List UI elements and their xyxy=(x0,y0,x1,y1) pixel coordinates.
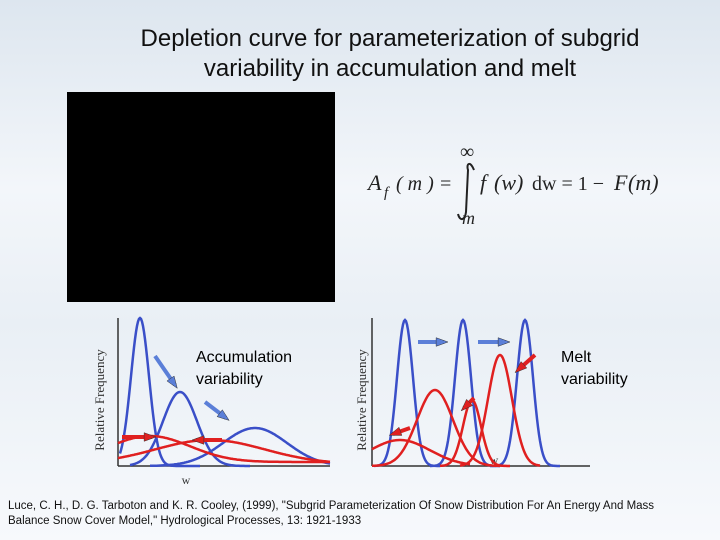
curve xyxy=(459,353,541,467)
eq-part: (m) xyxy=(628,170,659,195)
plot-label: variability xyxy=(196,371,263,388)
eq-part: A xyxy=(366,170,382,195)
title-line: Depletion curve for parameterization of … xyxy=(141,25,640,52)
curve xyxy=(490,318,560,468)
black-image xyxy=(67,92,335,302)
citation: Luce, C. H., D. G. Tarboton and K. R. Co… xyxy=(8,500,654,512)
arrow-head xyxy=(460,398,474,412)
eq-part: (w) xyxy=(494,170,523,195)
plot-label: Accumulation xyxy=(196,349,292,366)
arrow-head xyxy=(497,337,511,347)
arrow-head xyxy=(514,361,528,374)
curve xyxy=(150,426,331,468)
arrow-head xyxy=(143,432,157,442)
eq-part: F xyxy=(613,170,628,195)
axis-label: w xyxy=(182,473,191,487)
arrow-head xyxy=(191,435,205,445)
axis-label: Relative Frequency xyxy=(92,349,107,451)
eq-part: f xyxy=(480,170,489,195)
curve xyxy=(374,318,440,468)
eq-part: m xyxy=(462,208,475,228)
arrow-head xyxy=(166,375,178,389)
plot-label: variability xyxy=(561,371,628,388)
arrow-head xyxy=(388,426,403,436)
equation: A f ( m ) = ∞ m f (w) dw = 1 − F (m) xyxy=(366,141,659,228)
integral-sign xyxy=(457,163,475,220)
eq-part: f xyxy=(384,185,390,201)
arrow-head xyxy=(435,337,449,347)
curve xyxy=(372,388,500,468)
curve xyxy=(129,390,250,468)
axis-label: Relative Frequency xyxy=(354,349,369,451)
title-line: variability in accumulation and melt xyxy=(204,55,577,82)
curve xyxy=(118,316,200,468)
curve xyxy=(371,438,471,466)
accumulation-plot: Relative Frequency w Accumulation variab… xyxy=(92,316,331,487)
eq-part: ∞ xyxy=(460,141,474,163)
plot-label: Melt xyxy=(561,349,592,366)
eq-part: dw = 1 − xyxy=(532,173,604,195)
melt-plot: Relative Frequency w Melt variability xyxy=(354,318,628,468)
citation: Balance Snow Cover Model," Hydrological … xyxy=(8,515,361,527)
arrow-head xyxy=(216,409,230,421)
eq-part: ( m ) = xyxy=(396,173,452,195)
curve xyxy=(117,438,331,464)
axis-label: w xyxy=(490,453,499,467)
